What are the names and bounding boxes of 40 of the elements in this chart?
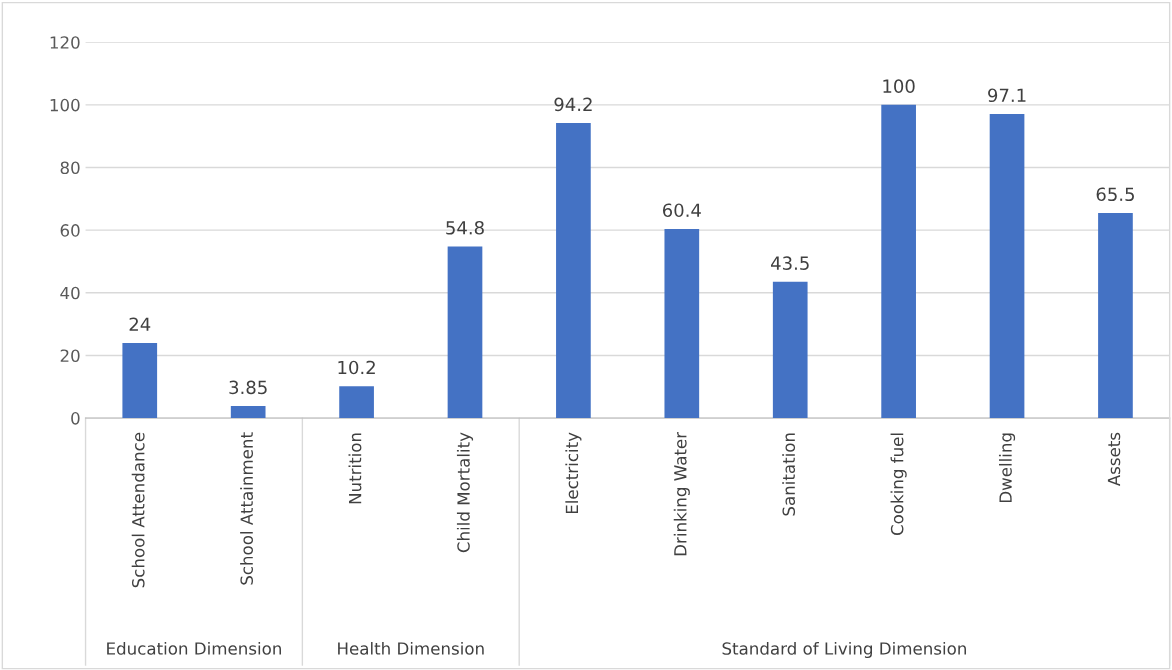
- data-label: 54.8: [446, 220, 484, 235]
- bar: [339, 386, 374, 419]
- y-tick-label: 60: [60, 224, 80, 237]
- bar: [447, 246, 483, 419]
- y-tick-label: 120: [50, 36, 80, 49]
- data-label: 100: [883, 79, 915, 94]
- y-tick-label: 100: [50, 98, 80, 112]
- data-label: 24: [129, 317, 151, 331]
- bar: [230, 406, 266, 419]
- bar: [664, 228, 700, 419]
- data-label: 94.2: [554, 97, 592, 112]
- x-tick-label: Sanitation: [782, 433, 796, 516]
- x-tick-label: Nutrition: [348, 433, 362, 504]
- bar: [772, 281, 808, 419]
- bar: [989, 113, 1025, 419]
- data-label: 97.1: [988, 88, 1026, 103]
- bar: [556, 123, 591, 419]
- x-tick-label: Drinking Water: [673, 431, 690, 556]
- x-tick-label: Child Mortality: [456, 432, 474, 553]
- text: Health Dimension: [338, 641, 484, 655]
- data-label: 3.85: [229, 380, 267, 395]
- text: Education Dimension: [107, 641, 281, 655]
- data-label: 60.4: [662, 203, 701, 218]
- bar: [1098, 212, 1133, 419]
- x-tick-label: Dwelling: [998, 433, 1016, 503]
- y-tick-label: 80: [60, 161, 80, 175]
- y-tick-label: 20: [60, 349, 80, 362]
- x-tick-label: Assets: [1107, 432, 1121, 487]
- x-tick-label: Electricity: [565, 432, 582, 514]
- text: Standard of Living Dimension: [722, 641, 966, 659]
- x-tick-label: Cooking fuel: [890, 433, 907, 536]
- y-tick-label: 0: [71, 412, 80, 425]
- bar: [122, 342, 158, 419]
- data-label: 65.5: [1096, 187, 1134, 202]
- x-tick-label: School Attendance: [131, 432, 145, 588]
- y-tick-label: 40: [60, 286, 80, 300]
- data-label: 10.2: [338, 360, 375, 375]
- data-label: 43.5: [771, 256, 809, 270]
- x-tick-label: School Attainment: [240, 432, 254, 585]
- bar: [881, 104, 916, 419]
